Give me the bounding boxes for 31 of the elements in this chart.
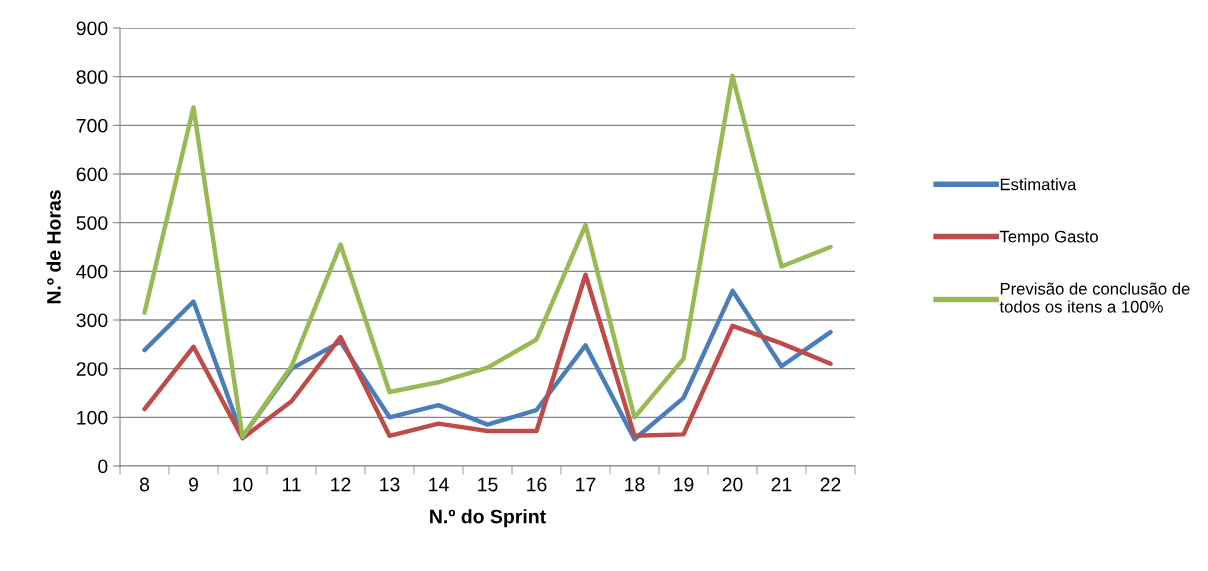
y-tick-label: 600: [76, 167, 108, 182]
x-tick-label: 19: [674, 477, 694, 492]
x-tick-label: 12: [331, 477, 351, 492]
x-tick-label: 18: [625, 477, 645, 492]
y-tick-label: 900: [76, 21, 108, 36]
x-tick-label: 8: [139, 477, 150, 492]
x-tick-label: 17: [576, 477, 596, 492]
legend-label: Tempo Gasto: [999, 230, 1098, 246]
legend-label: Estimativa: [1000, 178, 1077, 191]
y-tick-label: 700: [76, 118, 108, 133]
legend-label: Previsão de conclusão de todos os itens a 100%: [999, 282, 1190, 313]
y-tick-label: 400: [76, 264, 108, 279]
line-series: [142, 73, 833, 440]
x-tick-label: 16: [527, 477, 547, 492]
y-axis-title: N.º de Horas: [46, 190, 61, 304]
y-tick-label: 100: [77, 410, 108, 425]
x-tick-label: 11: [282, 477, 301, 492]
y-tick-label: 200: [76, 362, 108, 376]
x-tick-label: 13: [380, 477, 400, 492]
x-tick-label: 10: [233, 477, 253, 492]
x-tick-label: 22: [820, 477, 841, 492]
x-tick-label: 14: [429, 477, 449, 492]
y-tick-label: 500: [76, 216, 108, 230]
y-tick-label: 0: [98, 459, 108, 474]
y-tick-label: 800: [76, 70, 108, 84]
x-tick-label: 21: [771, 477, 792, 492]
y-tick-label: 300: [76, 313, 108, 328]
x-axis-title: N.º do Sprint: [430, 509, 546, 528]
x-tick-label: 20: [722, 477, 743, 492]
x-tick-label: 15: [478, 477, 498, 492]
x-tick-label: 9: [189, 477, 198, 492]
